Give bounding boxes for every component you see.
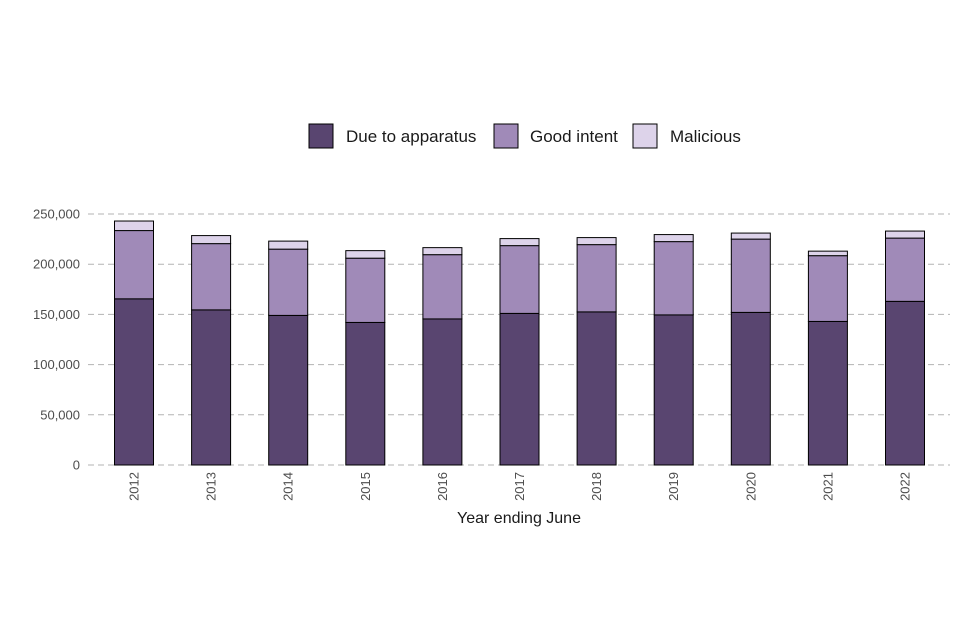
bar-segment-good-intent bbox=[576, 244, 617, 313]
y-tick-label: 150,000 bbox=[33, 307, 80, 322]
legend-item: Malicious bbox=[632, 123, 741, 149]
bar-segment-due-to-apparatus bbox=[885, 300, 925, 466]
y-tick-label: 200,000 bbox=[33, 257, 80, 272]
x-tick-label: 2015 bbox=[358, 472, 373, 501]
bar-segment-good-intent bbox=[191, 243, 232, 311]
bar-group-2020 bbox=[730, 232, 771, 466]
bar-segment-good-intent bbox=[268, 248, 309, 316]
bar-segment-due-to-apparatus bbox=[268, 314, 309, 466]
bar-segment-malicious bbox=[268, 240, 309, 250]
bar-group-2016 bbox=[422, 247, 463, 466]
legend-label: Malicious bbox=[670, 127, 741, 146]
bar-group-2022 bbox=[885, 230, 925, 466]
bar-group-2017 bbox=[499, 238, 540, 466]
bar-segment-good-intent bbox=[885, 237, 925, 302]
x-tick-label: 2012 bbox=[127, 472, 142, 501]
legend: Due to apparatus Good intent Malicious bbox=[308, 123, 741, 149]
legend-swatch bbox=[308, 123, 334, 149]
x-tick-label: 2017 bbox=[512, 472, 527, 501]
x-axis-title: Year ending June bbox=[457, 510, 581, 527]
bar-segment-due-to-apparatus bbox=[807, 320, 848, 466]
bar-segment-due-to-apparatus bbox=[191, 309, 232, 466]
bar-segment-due-to-apparatus bbox=[114, 298, 154, 466]
bars bbox=[114, 220, 925, 466]
bar-segment-malicious bbox=[422, 247, 463, 256]
bar-segment-due-to-apparatus bbox=[345, 321, 386, 466]
bar-segment-good-intent bbox=[114, 230, 154, 300]
y-tick-label: 250,000 bbox=[33, 207, 80, 222]
x-tick-label: 2021 bbox=[820, 472, 835, 501]
y-tick-label: 100,000 bbox=[33, 357, 80, 372]
legend-label: Due to apparatus bbox=[346, 127, 476, 146]
x-tick-label: 2014 bbox=[281, 472, 296, 501]
x-tick-label: 2018 bbox=[589, 472, 604, 501]
bar-segment-malicious bbox=[653, 234, 694, 243]
bar-group-2018 bbox=[576, 237, 617, 466]
x-tick-label: 2022 bbox=[898, 472, 913, 501]
bar-segment-good-intent bbox=[499, 245, 540, 314]
bar-segment-malicious bbox=[807, 250, 848, 257]
y-tick-label: 50,000 bbox=[40, 407, 80, 422]
x-tick-label: 2013 bbox=[204, 472, 219, 501]
bar-segment-good-intent bbox=[653, 241, 694, 316]
bar-segment-malicious bbox=[576, 237, 617, 246]
legend-label: Good intent bbox=[530, 127, 618, 146]
legend-swatch bbox=[493, 123, 519, 149]
bar-segment-due-to-apparatus bbox=[576, 311, 617, 466]
legend-item: Good intent bbox=[493, 123, 618, 149]
bar-segment-malicious bbox=[499, 238, 540, 247]
bar-segment-due-to-apparatus bbox=[422, 318, 463, 466]
bar-group-2012 bbox=[114, 220, 154, 466]
bar-group-2021 bbox=[807, 250, 848, 466]
bar-segment-good-intent bbox=[730, 238, 771, 313]
x-tick-label: 2019 bbox=[666, 472, 681, 501]
bar-segment-malicious bbox=[730, 232, 771, 240]
bar-segment-due-to-apparatus bbox=[499, 312, 540, 466]
bar-group-2013 bbox=[191, 235, 232, 466]
y-axis: 0 50,000 100,000 150,000 200,000 250,000 bbox=[33, 207, 80, 473]
y-tick-label: 0 bbox=[73, 458, 80, 473]
bar-segment-malicious bbox=[114, 220, 154, 232]
x-axis: 2012 2013 2014 2015 2016 2017 2018 2019 2020 2021… bbox=[127, 472, 913, 501]
bar-group-2014 bbox=[268, 240, 309, 466]
bar-group-2019 bbox=[653, 234, 694, 466]
legend-item: Due to apparatus bbox=[308, 123, 476, 149]
bar-segment-malicious bbox=[191, 235, 232, 245]
legend-swatch bbox=[632, 123, 658, 149]
bar-segment-good-intent bbox=[422, 254, 463, 320]
bar-segment-good-intent bbox=[345, 257, 386, 323]
bar-segment-due-to-apparatus bbox=[730, 311, 771, 466]
bar-segment-good-intent bbox=[807, 255, 848, 322]
x-tick-label: 2016 bbox=[435, 472, 450, 501]
bar-group-2015 bbox=[345, 250, 386, 466]
x-tick-label: 2020 bbox=[743, 472, 758, 501]
bar-segment-due-to-apparatus bbox=[653, 314, 694, 466]
bar-segment-malicious bbox=[345, 250, 386, 259]
bar-segment-malicious bbox=[885, 230, 925, 239]
